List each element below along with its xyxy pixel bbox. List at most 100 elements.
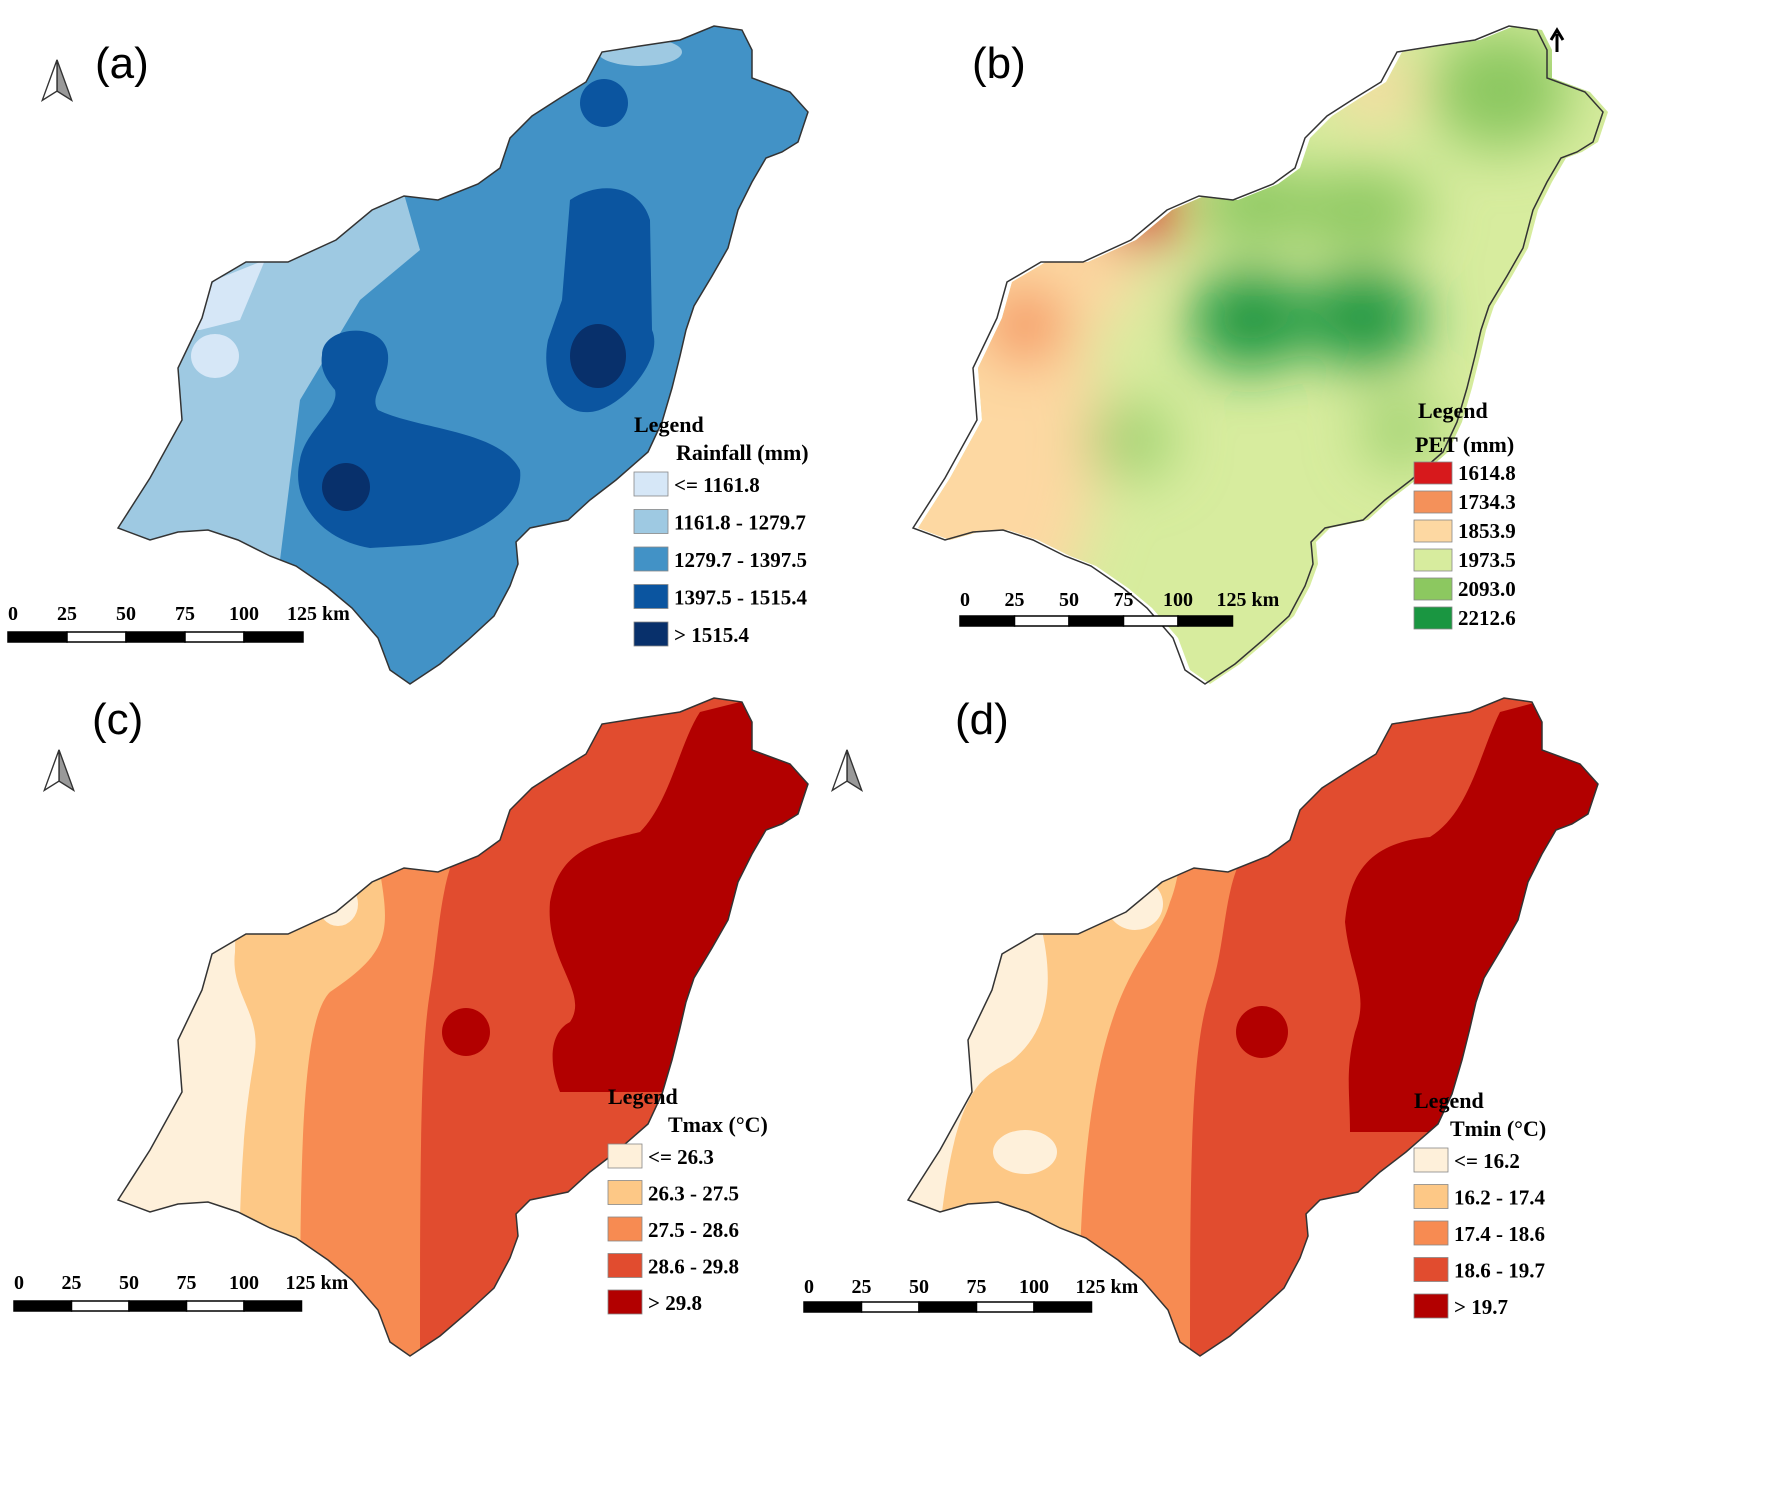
scale-tick-label: 50: [909, 1276, 929, 1298]
legend-swatch: [1413, 490, 1453, 514]
scale-tick-label: 25: [1005, 589, 1025, 611]
rainfall-zone-high-north: [580, 79, 628, 127]
legend-label: 2093.0: [1458, 577, 1516, 601]
scale-tick-label: 75: [967, 1276, 987, 1298]
legend-label: 1734.3: [1458, 490, 1516, 514]
legend-b: Legend PET (mm) 1614.8 1734.3 1853.9 1973.5…: [1413, 398, 1516, 630]
legend-swatch: [607, 1289, 643, 1315]
scale-segment: [13, 1300, 73, 1312]
panel-label: (d): [955, 695, 1009, 744]
north-arrow-icon: [1549, 27, 1565, 52]
legend-label: 1161.8 - 1279.7: [674, 511, 806, 535]
scale-segment: [128, 1300, 188, 1312]
legend-swatch: [633, 621, 669, 647]
legend-label: > 29.8: [648, 1291, 702, 1315]
legend-swatch: [607, 1143, 643, 1169]
legend-item: <= 26.3: [607, 1143, 714, 1169]
north-arrow-icon: [43, 749, 75, 792]
scale-segment: [918, 1301, 978, 1313]
scale-tick-label: 50: [119, 1272, 139, 1294]
panel-c: (c) Legend Tmax (°C) <= 26.3 26.3 - 27.5 2…: [13, 695, 809, 1357]
scale-segment: [1013, 615, 1070, 627]
scale-segment: [243, 1300, 303, 1312]
legend-a: Legend Rainfall (mm) <= 1161.8 1161.8 - 1…: [633, 412, 809, 647]
scale-tick-label: 25: [57, 603, 77, 625]
scale-tick-label: 75: [177, 1272, 197, 1294]
legend-label: 17.4 - 18.6: [1454, 1222, 1545, 1246]
legend-subtitle: PET (mm): [1415, 432, 1514, 457]
legend-label: 1973.5: [1458, 548, 1516, 572]
legend-label: <= 26.3: [648, 1145, 714, 1169]
legend-items: <= 26.3 26.3 - 27.5 27.5 - 28.6 28.6 - 29.8…: [607, 1143, 739, 1315]
legend-label: 26.3 - 27.5: [648, 1182, 739, 1206]
scale-segment: [959, 615, 1016, 627]
scale-tick-label: 50: [116, 603, 136, 625]
legend-label: 16.2 - 17.4: [1454, 1186, 1545, 1210]
legend-item: 2212.6: [1413, 606, 1516, 630]
legend-item: 1397.5 - 1515.4: [633, 584, 807, 610]
legend-label: 2212.6: [1458, 606, 1516, 630]
legend-label: <= 1161.8: [674, 473, 760, 497]
scale-tick-label: 125 km: [1076, 1276, 1139, 1298]
pet-zone-max: [1190, 270, 1310, 370]
scale-tick-label: 125 km: [287, 603, 350, 625]
legend-item: 18.6 - 19.7: [1413, 1257, 1545, 1283]
legend-swatch: [633, 584, 669, 609]
pet-map: [918, 26, 1608, 684]
scale-segment: [243, 631, 304, 643]
pet-zone-north-low: [1335, 60, 1415, 120]
scale-tick-label: 0: [8, 603, 18, 625]
legend-swatch: [1413, 519, 1453, 543]
rainfall-zone-highest-east: [570, 324, 626, 388]
legend-subtitle: Tmin (°C): [1450, 1116, 1546, 1141]
legend-item: 27.5 - 28.6: [607, 1216, 739, 1242]
legend-label: 1397.5 - 1515.4: [674, 586, 807, 610]
scale-tick-label: 25: [852, 1276, 872, 1298]
legend-swatch: [1413, 1257, 1449, 1282]
scale-tick-label: 75: [175, 603, 195, 625]
scale-tick-label: 0: [804, 1276, 814, 1298]
panel-a: (a) Legend Rainfall (mm) <= 1161.8 1161.8…: [7, 25, 809, 685]
scale-segment: [1177, 615, 1234, 627]
legend-item: 1161.8 - 1279.7: [633, 509, 806, 535]
legend-item: 1853.9: [1413, 519, 1516, 543]
scale-segment: [70, 1300, 130, 1312]
legend-swatch: [607, 1253, 643, 1278]
panel-label: (a): [95, 39, 149, 88]
scale-tick-label: 0: [14, 1272, 24, 1294]
north-arrow-icon: [831, 749, 863, 792]
legend-item: > 1515.4: [633, 621, 749, 647]
scale-tick-label: 100: [1163, 589, 1193, 611]
legend-item: 2093.0: [1413, 577, 1516, 601]
panel-b: (b) Legend: [912, 25, 1608, 685]
scale-tick-label: 125 km: [286, 1272, 349, 1294]
legend-swatch: [607, 1216, 643, 1242]
legend-title: Legend: [1418, 398, 1488, 423]
legend-swatch: [1413, 1220, 1449, 1246]
legend-swatch: [1413, 548, 1453, 572]
scale-bar: 0 25 50 75 100 125 km: [7, 603, 350, 643]
legend-item: 16.2 - 17.4: [1413, 1184, 1545, 1210]
scale-segment: [7, 631, 68, 643]
legend-item: > 19.7: [1413, 1293, 1508, 1319]
scale-segment: [860, 1301, 920, 1313]
legend-title: Legend: [634, 412, 704, 437]
scale-segment: [975, 1301, 1035, 1313]
legend-swatch: [1413, 1184, 1449, 1209]
legend-label: 27.5 - 28.6: [648, 1218, 739, 1242]
legend-item: 28.6 - 29.8: [607, 1253, 739, 1279]
scale-segment: [803, 1301, 863, 1313]
legend-subtitle: Tmax (°C): [668, 1112, 768, 1137]
legend-items: <= 1161.8 1161.8 - 1279.7 1279.7 - 1397.5 1…: [633, 471, 807, 647]
legend-swatch: [633, 509, 669, 534]
legend-label: 1853.9: [1458, 519, 1516, 543]
panel-label: (c): [92, 695, 143, 744]
legend-item: <= 16.2: [1413, 1147, 1520, 1173]
legend-label: 1614.8: [1458, 461, 1516, 485]
scale-tick-label: 50: [1059, 589, 1079, 611]
pet-zone-west-low: [985, 287, 1065, 363]
legend-item: 1734.3: [1413, 490, 1516, 514]
legend-swatch: [607, 1180, 643, 1205]
legend-item: 1279.7 - 1397.5: [633, 546, 807, 572]
